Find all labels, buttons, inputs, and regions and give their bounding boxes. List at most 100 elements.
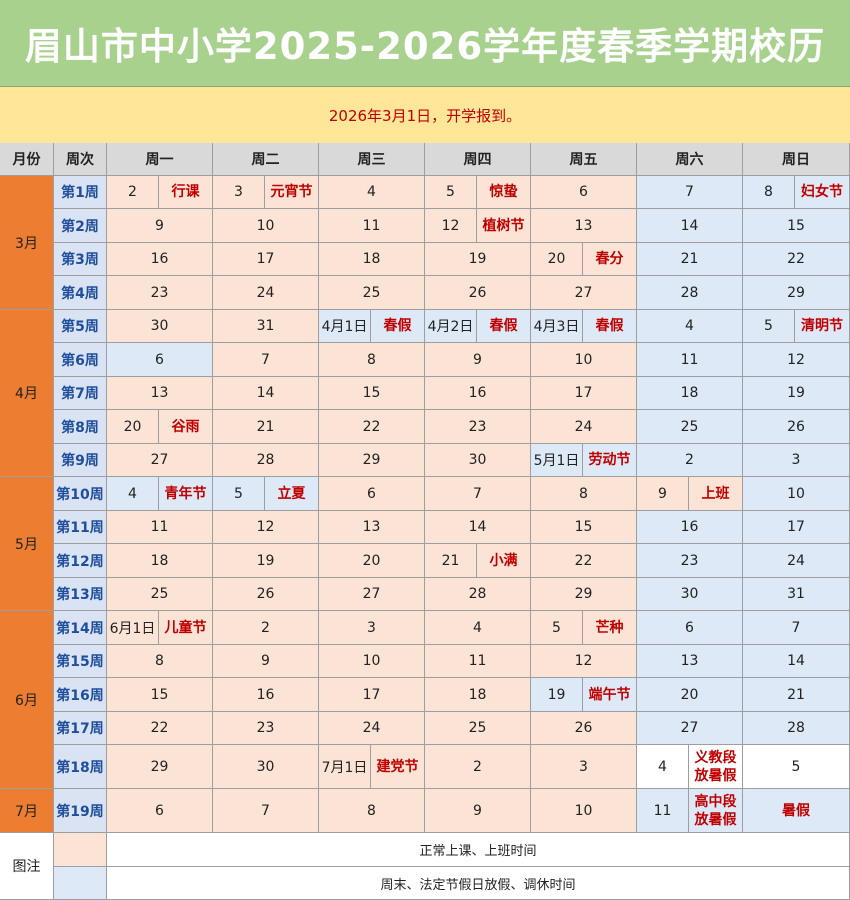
day-cell: 29	[107, 745, 213, 789]
day-cell: 4	[637, 310, 743, 343]
page-subtitle: 2026年3月1日，开学报到。	[0, 87, 850, 143]
day-cell: 25	[425, 712, 531, 745]
day-number: 20	[531, 243, 583, 275]
day-cell: 30	[425, 444, 531, 477]
festival-label: 行课	[171, 184, 200, 200]
day-cell: 28	[425, 578, 531, 611]
day-cell: 6	[107, 789, 213, 833]
day-cell: 6	[107, 343, 213, 377]
festival-label: 谷雨	[171, 418, 200, 435]
week-label: 第13周	[54, 578, 107, 611]
month-label: 7月	[0, 789, 54, 833]
day-cell: 11	[637, 343, 743, 377]
header-day: 周日	[743, 143, 850, 176]
header-day: 周二	[213, 143, 319, 176]
day-number: 19	[531, 678, 583, 711]
day-cell: 24	[743, 544, 850, 578]
day-cell: 2	[637, 444, 743, 477]
day-cell: 7月1日 建党节	[319, 745, 425, 789]
day-number: 12	[425, 209, 477, 242]
festival-label: 建党节	[376, 758, 419, 775]
day-cell: 11	[425, 645, 531, 678]
day-number: 5月1日	[531, 444, 583, 476]
day-cell: 16	[213, 678, 319, 712]
day-cell: 2	[425, 745, 531, 789]
day-cell: 2	[213, 611, 319, 645]
festival-label: 惊蛰	[489, 184, 518, 200]
week-label: 第10周	[54, 477, 107, 511]
day-cell: 3	[319, 611, 425, 645]
day-cell: 24	[319, 712, 425, 745]
day-cell: 19	[743, 377, 850, 410]
month-label: 5月	[0, 477, 54, 611]
festival-label: 元宵节	[270, 184, 313, 200]
day-cell: 17	[213, 243, 319, 276]
day-cell: 28	[743, 712, 850, 745]
day-cell: 13	[319, 511, 425, 544]
day-cell: 10	[743, 477, 850, 511]
day-number: 11	[637, 789, 689, 832]
week-label: 第5周	[54, 310, 107, 343]
day-cell: 13	[637, 645, 743, 678]
day-cell: 19	[425, 243, 531, 276]
month-label: 3月	[0, 176, 54, 310]
day-cell: 25	[319, 276, 425, 310]
day-cell: 12 植树节	[425, 209, 531, 243]
day-number: 21	[425, 544, 477, 577]
header-day: 周一	[107, 143, 213, 176]
day-cell: 8	[531, 477, 637, 511]
day-cell: 15	[107, 678, 213, 712]
month-label: 6月	[0, 611, 54, 789]
legend-label: 图注	[0, 833, 54, 900]
day-cell: 27	[531, 276, 637, 310]
day-cell: 18	[107, 544, 213, 578]
day-cell: 23	[107, 276, 213, 310]
day-cell: 12	[531, 645, 637, 678]
festival-label: 立夏	[277, 485, 306, 502]
header-month: 月份	[0, 143, 54, 176]
festival-label: 劳动节	[588, 452, 631, 468]
day-cell: 29	[319, 444, 425, 477]
day-cell: 29	[743, 276, 850, 310]
day-cell: 24	[531, 410, 637, 444]
day-cell: 19 端午节	[531, 678, 637, 712]
week-label: 第9周	[54, 444, 107, 477]
week-label: 第17周	[54, 712, 107, 745]
day-cell: 12	[213, 511, 319, 544]
day-cell: 28	[637, 276, 743, 310]
day-cell: 14	[213, 377, 319, 410]
day-cell: 4月2日 春假	[425, 310, 531, 343]
day-cell: 25	[107, 578, 213, 611]
day-cell: 23	[213, 712, 319, 745]
day-cell: 11 高中段放暑假	[637, 789, 743, 833]
day-number: 4月3日	[531, 310, 583, 342]
day-cell: 17	[319, 678, 425, 712]
day-cell: 21	[637, 243, 743, 276]
week-label: 第2周	[54, 209, 107, 243]
week-label: 第6周	[54, 343, 107, 377]
day-cell: 18	[637, 377, 743, 410]
day-number: 7月1日	[319, 745, 371, 788]
day-cell: 5 清明节	[743, 310, 850, 343]
festival-label: 春假	[383, 318, 412, 334]
day-number: 8	[743, 176, 795, 208]
header-day: 周五	[531, 143, 637, 176]
week-label: 第12周	[54, 544, 107, 578]
day-cell: 20	[319, 544, 425, 578]
day-cell: 27	[637, 712, 743, 745]
day-cell: 9	[107, 209, 213, 243]
day-cell: 22	[319, 410, 425, 444]
day-cell: 9	[425, 343, 531, 377]
day-cell: 17	[743, 511, 850, 544]
day-cell: 21	[743, 678, 850, 712]
day-cell: 4 青年节	[107, 477, 213, 511]
day-cell: 22	[107, 712, 213, 745]
day-cell: 20	[637, 678, 743, 712]
week-label: 第15周	[54, 645, 107, 678]
week-label: 第7周	[54, 377, 107, 410]
week-label: 第18周	[54, 745, 107, 789]
day-cell: 18	[425, 678, 531, 712]
header-day: 周六	[637, 143, 743, 176]
week-label: 第3周	[54, 243, 107, 276]
day-cell: 20 春分	[531, 243, 637, 276]
